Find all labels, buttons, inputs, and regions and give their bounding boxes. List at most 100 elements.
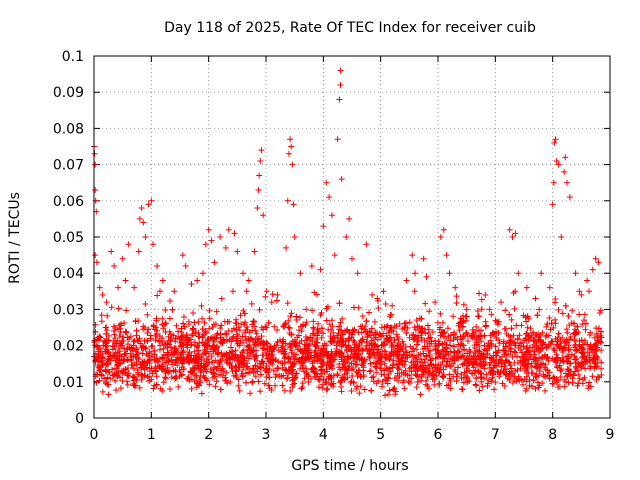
data-point bbox=[387, 352, 394, 359]
data-point bbox=[313, 335, 320, 342]
data-point bbox=[374, 347, 381, 354]
data-point bbox=[180, 320, 187, 327]
data-point bbox=[418, 363, 425, 370]
data-point bbox=[486, 354, 493, 361]
data-point bbox=[589, 346, 596, 353]
data-point bbox=[478, 362, 485, 369]
data-point bbox=[434, 347, 441, 354]
data-point bbox=[114, 362, 121, 369]
data-point bbox=[295, 332, 302, 339]
data-point bbox=[400, 351, 407, 358]
data-point bbox=[518, 354, 525, 361]
data-point bbox=[490, 368, 497, 375]
data-point bbox=[587, 358, 594, 365]
data-point bbox=[473, 375, 480, 382]
data-point bbox=[395, 377, 402, 384]
data-point bbox=[99, 354, 106, 361]
data-point bbox=[587, 383, 594, 390]
data-point bbox=[338, 383, 345, 390]
data-point bbox=[228, 350, 235, 357]
data-point bbox=[324, 368, 331, 375]
data-point bbox=[233, 373, 240, 380]
data-point bbox=[289, 374, 296, 381]
data-point bbox=[517, 365, 524, 372]
data-point bbox=[349, 255, 355, 262]
data-point bbox=[112, 377, 119, 384]
data-point bbox=[454, 364, 461, 371]
data-point bbox=[172, 375, 179, 382]
data-point bbox=[348, 360, 355, 367]
data-point bbox=[478, 296, 485, 303]
data-point bbox=[424, 362, 431, 369]
data-point bbox=[94, 336, 101, 343]
data-point bbox=[531, 355, 538, 362]
data-point bbox=[115, 344, 122, 351]
data-point bbox=[336, 96, 343, 103]
data-point bbox=[371, 352, 378, 359]
data-point bbox=[489, 374, 496, 381]
data-point bbox=[498, 299, 505, 306]
data-point bbox=[122, 350, 129, 357]
data-point bbox=[202, 375, 209, 382]
data-point bbox=[402, 371, 409, 378]
data-point bbox=[106, 353, 113, 360]
data-point bbox=[166, 315, 173, 322]
data-point bbox=[427, 334, 434, 341]
data-point bbox=[598, 359, 605, 366]
data-point bbox=[288, 143, 295, 150]
data-point bbox=[345, 365, 352, 372]
data-point bbox=[552, 295, 559, 302]
data-point bbox=[424, 374, 431, 381]
data-point bbox=[456, 327, 463, 334]
data-point bbox=[146, 377, 153, 384]
data-point bbox=[578, 348, 585, 355]
data-point bbox=[334, 332, 341, 339]
data-point bbox=[524, 324, 531, 331]
data-point bbox=[305, 378, 312, 385]
data-point bbox=[406, 319, 413, 326]
data-point bbox=[318, 363, 325, 370]
data-point bbox=[432, 355, 439, 362]
data-point bbox=[293, 313, 300, 320]
data-point bbox=[541, 364, 548, 371]
data-point bbox=[500, 367, 507, 374]
data-point bbox=[95, 351, 102, 358]
data-point bbox=[297, 347, 304, 354]
data-point bbox=[514, 336, 521, 343]
data-point bbox=[395, 341, 402, 348]
data-point bbox=[272, 382, 279, 389]
data-point bbox=[328, 212, 335, 219]
data-point bbox=[463, 306, 470, 313]
data-point bbox=[199, 315, 206, 322]
data-point bbox=[198, 390, 205, 397]
data-point bbox=[145, 201, 152, 208]
data-point bbox=[103, 324, 110, 331]
data-point bbox=[238, 371, 245, 378]
data-point bbox=[148, 197, 155, 204]
data-point bbox=[337, 366, 344, 373]
data-point bbox=[139, 343, 146, 350]
data-point bbox=[175, 328, 182, 335]
data-point bbox=[167, 337, 174, 344]
y-tick-label: 0.07 bbox=[53, 158, 84, 174]
data-point bbox=[557, 373, 564, 380]
data-point bbox=[521, 337, 528, 344]
data-point bbox=[144, 311, 151, 318]
data-point bbox=[460, 333, 467, 340]
data-point bbox=[476, 333, 483, 340]
data-point bbox=[186, 349, 193, 356]
data-point bbox=[167, 297, 173, 304]
data-point bbox=[389, 302, 396, 309]
data-point bbox=[138, 371, 145, 378]
data-point bbox=[444, 325, 451, 332]
data-point bbox=[491, 362, 498, 369]
data-point bbox=[174, 362, 181, 369]
data-point bbox=[473, 323, 480, 330]
data-point bbox=[222, 374, 229, 381]
data-point bbox=[327, 338, 334, 345]
data-point bbox=[348, 345, 355, 352]
data-point bbox=[118, 368, 125, 375]
data-point bbox=[191, 319, 198, 326]
data-point bbox=[160, 325, 167, 332]
data-point bbox=[97, 334, 104, 341]
